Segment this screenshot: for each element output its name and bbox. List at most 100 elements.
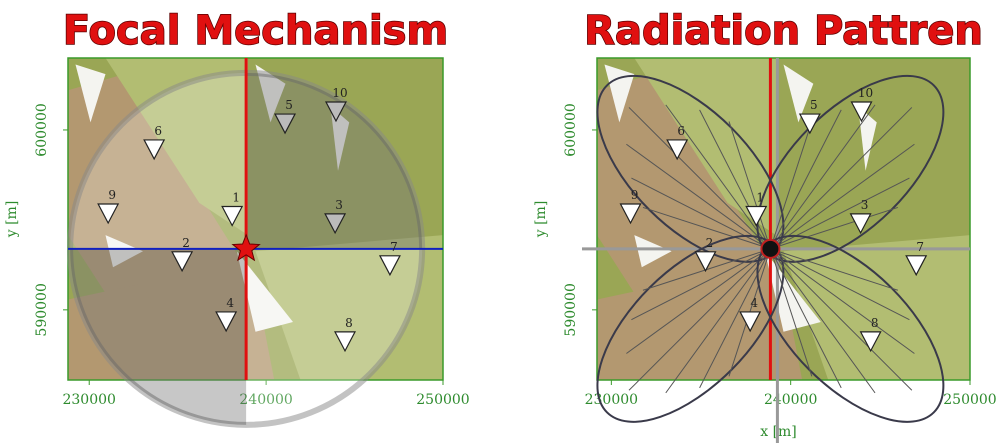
station-label: 7 [916, 240, 924, 254]
y-tick-label: 600000 [563, 103, 579, 156]
radiation-arrow [770, 248, 899, 291]
chart-title: Focal Mechanism [63, 8, 448, 54]
terrain-white [105, 235, 143, 268]
station [694, 251, 717, 273]
terrain-light [105, 58, 248, 236]
station-label: 3 [335, 198, 343, 212]
terrain-light [783, 235, 970, 380]
terrain-white [236, 251, 293, 332]
radiation-arrow [628, 107, 771, 250]
radiation-arrow [769, 109, 842, 250]
radiation-arrow [665, 104, 771, 250]
station-label: 5 [810, 98, 818, 112]
radiation-arrow [631, 177, 771, 250]
terrain-white [634, 235, 672, 268]
beachball-quadrant [70, 248, 247, 425]
station-label: 3 [861, 198, 869, 212]
radiation-arrow [769, 121, 813, 250]
station [171, 251, 194, 273]
station-label: 1 [232, 191, 240, 205]
station [745, 205, 768, 227]
radiation-arrow [770, 206, 899, 250]
radiation-arrow [631, 248, 771, 321]
station [334, 331, 356, 353]
chart-title: Radiation Pattren [584, 8, 983, 54]
station [324, 213, 347, 235]
x-tick-label: 230000 [585, 392, 638, 408]
radiation-arrow [769, 248, 813, 377]
station-label: 9 [108, 188, 116, 202]
terrain-white [255, 64, 286, 123]
station-label: 6 [154, 124, 162, 138]
terrain-white [604, 64, 635, 123]
radiation-arrow [770, 107, 913, 250]
radiation-arrow [770, 248, 915, 354]
station [143, 139, 166, 161]
station-label: 5 [285, 98, 293, 112]
panel: Focal Mechanism 230000 240000 250000 590000 6… [4, 7, 470, 428]
panel: Radiation Pattren 230000 240000 250000 59000… [533, 7, 997, 443]
station-label: 2 [706, 236, 714, 250]
y-tick-label: 590000 [563, 283, 579, 336]
x-tick-label: 230000 [62, 392, 115, 408]
x-tick-label: 240000 [764, 392, 817, 408]
radiation-arrow [770, 143, 915, 250]
station [905, 255, 928, 277]
radiation-arrow [728, 121, 771, 250]
station-label: 4 [750, 296, 758, 310]
radiation-arrow [626, 248, 771, 354]
station-label: 10 [332, 86, 347, 100]
radiation-arrow [699, 109, 771, 250]
station [274, 113, 297, 135]
y-axis-label: y [m] [4, 201, 20, 239]
station [739, 311, 762, 333]
station [619, 203, 642, 225]
station [215, 311, 238, 333]
radiation-arrow [770, 177, 910, 250]
station-label: 10 [858, 86, 873, 100]
terrain-tan [597, 283, 709, 380]
y-tick-label: 590000 [34, 283, 50, 336]
station [798, 113, 821, 135]
terrain-tan [68, 283, 181, 380]
station [666, 139, 689, 161]
x-tick-label: 240000 [239, 392, 292, 408]
radiation-arrow [628, 248, 771, 391]
station [378, 255, 401, 277]
station-label: 1 [756, 191, 764, 205]
radiation-arrow [770, 248, 876, 394]
radiation-arrow [699, 248, 771, 389]
station [97, 203, 120, 225]
radiation-arrow [769, 248, 842, 389]
station-label: 2 [182, 236, 190, 250]
station-label: 8 [871, 316, 879, 330]
plot-frame [67, 57, 444, 381]
y-tick-label: 600000 [34, 103, 50, 156]
terrain-white [75, 64, 106, 123]
event-source [760, 238, 781, 259]
radiation-arrow [642, 206, 771, 250]
radiation-arrow [770, 104, 876, 250]
station-label: 7 [390, 240, 398, 254]
station-label: 4 [226, 296, 234, 310]
station [850, 101, 873, 123]
station [859, 331, 882, 353]
station-label: 8 [345, 316, 353, 330]
terrain-white [783, 64, 814, 123]
station-label: 6 [677, 124, 685, 138]
x-tick-label: 250000 [943, 392, 996, 408]
x-tick-label: 250000 [416, 392, 469, 408]
radiation-arrow [770, 248, 913, 391]
radiation-arrow [665, 248, 771, 394]
event-star [231, 233, 261, 262]
station [221, 205, 244, 227]
radiation-arrow [770, 248, 910, 321]
plot-frame [596, 57, 971, 381]
terrain-white [330, 106, 350, 171]
station [324, 101, 347, 123]
station [849, 213, 872, 235]
radiation-arrow [626, 143, 771, 250]
y-axis-label: y [m] [533, 201, 549, 239]
station-label: 9 [631, 188, 639, 202]
